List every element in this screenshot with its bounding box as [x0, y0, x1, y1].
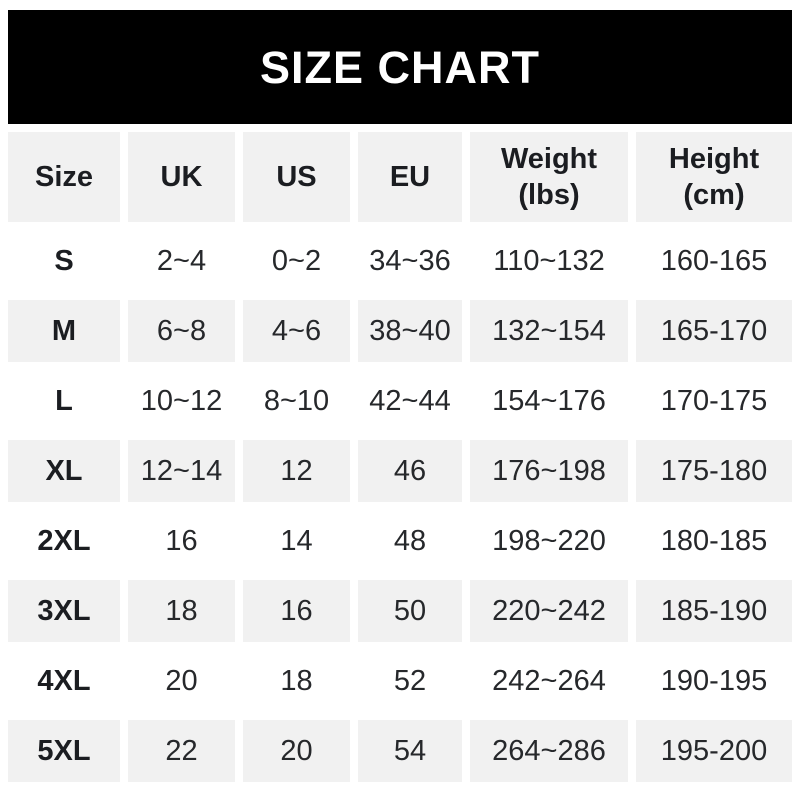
cell-5xl-uk: 22	[128, 720, 235, 782]
cell-4xl-height: 190-195	[636, 650, 792, 712]
cell-l-eu: 42~44	[358, 370, 462, 432]
row-label-2xl: 2XL	[8, 510, 120, 572]
column-header-eu: EU	[358, 132, 462, 222]
cell-s-us: 0~2	[243, 230, 350, 292]
banner: SIZE CHART	[8, 10, 792, 124]
cell-s-eu: 34~36	[358, 230, 462, 292]
cell-s-uk: 2~4	[128, 230, 235, 292]
cell-m-eu: 38~40	[358, 300, 462, 362]
column-header-us: US	[243, 132, 350, 222]
cell-5xl-eu: 54	[358, 720, 462, 782]
cell-l-us: 8~10	[243, 370, 350, 432]
cell-xl-weight: 176~198	[470, 440, 628, 502]
cell-xl-us: 12	[243, 440, 350, 502]
cell-l-height: 170-175	[636, 370, 792, 432]
cell-m-us: 4~6	[243, 300, 350, 362]
column-header-height: Height (cm)	[636, 132, 792, 222]
cell-4xl-eu: 52	[358, 650, 462, 712]
page-title: SIZE CHART	[260, 41, 540, 93]
column-header-size: Size	[8, 132, 120, 222]
cell-2xl-uk: 16	[128, 510, 235, 572]
column-header-uk: UK	[128, 132, 235, 222]
cell-5xl-height: 195-200	[636, 720, 792, 782]
cell-m-weight: 132~154	[470, 300, 628, 362]
cell-2xl-height: 180-185	[636, 510, 792, 572]
row-label-5xl: 5XL	[8, 720, 120, 782]
cell-4xl-weight: 242~264	[470, 650, 628, 712]
cell-3xl-height: 185-190	[636, 580, 792, 642]
cell-3xl-us: 16	[243, 580, 350, 642]
cell-4xl-uk: 20	[128, 650, 235, 712]
cell-l-weight: 154~176	[470, 370, 628, 432]
row-label-xl: XL	[8, 440, 120, 502]
cell-xl-uk: 12~14	[128, 440, 235, 502]
cell-4xl-us: 18	[243, 650, 350, 712]
cell-5xl-us: 20	[243, 720, 350, 782]
row-label-l: L	[8, 370, 120, 432]
cell-2xl-us: 14	[243, 510, 350, 572]
row-label-s: S	[8, 230, 120, 292]
cell-2xl-weight: 198~220	[470, 510, 628, 572]
row-label-m: M	[8, 300, 120, 362]
cell-s-weight: 110~132	[470, 230, 628, 292]
size-table: Size UK US EU Weight (lbs) Height (cm) S 2~4 0~2…	[8, 132, 792, 782]
cell-m-uk: 6~8	[128, 300, 235, 362]
cell-xl-height: 175-180	[636, 440, 792, 502]
cell-2xl-eu: 48	[358, 510, 462, 572]
cell-m-height: 165-170	[636, 300, 792, 362]
row-label-3xl: 3XL	[8, 580, 120, 642]
cell-3xl-eu: 50	[358, 580, 462, 642]
cell-l-uk: 10~12	[128, 370, 235, 432]
row-label-4xl: 4XL	[8, 650, 120, 712]
cell-xl-eu: 46	[358, 440, 462, 502]
cell-5xl-weight: 264~286	[470, 720, 628, 782]
cell-s-height: 160-165	[636, 230, 792, 292]
column-header-weight: Weight (lbs)	[470, 132, 628, 222]
cell-3xl-weight: 220~242	[470, 580, 628, 642]
cell-3xl-uk: 18	[128, 580, 235, 642]
